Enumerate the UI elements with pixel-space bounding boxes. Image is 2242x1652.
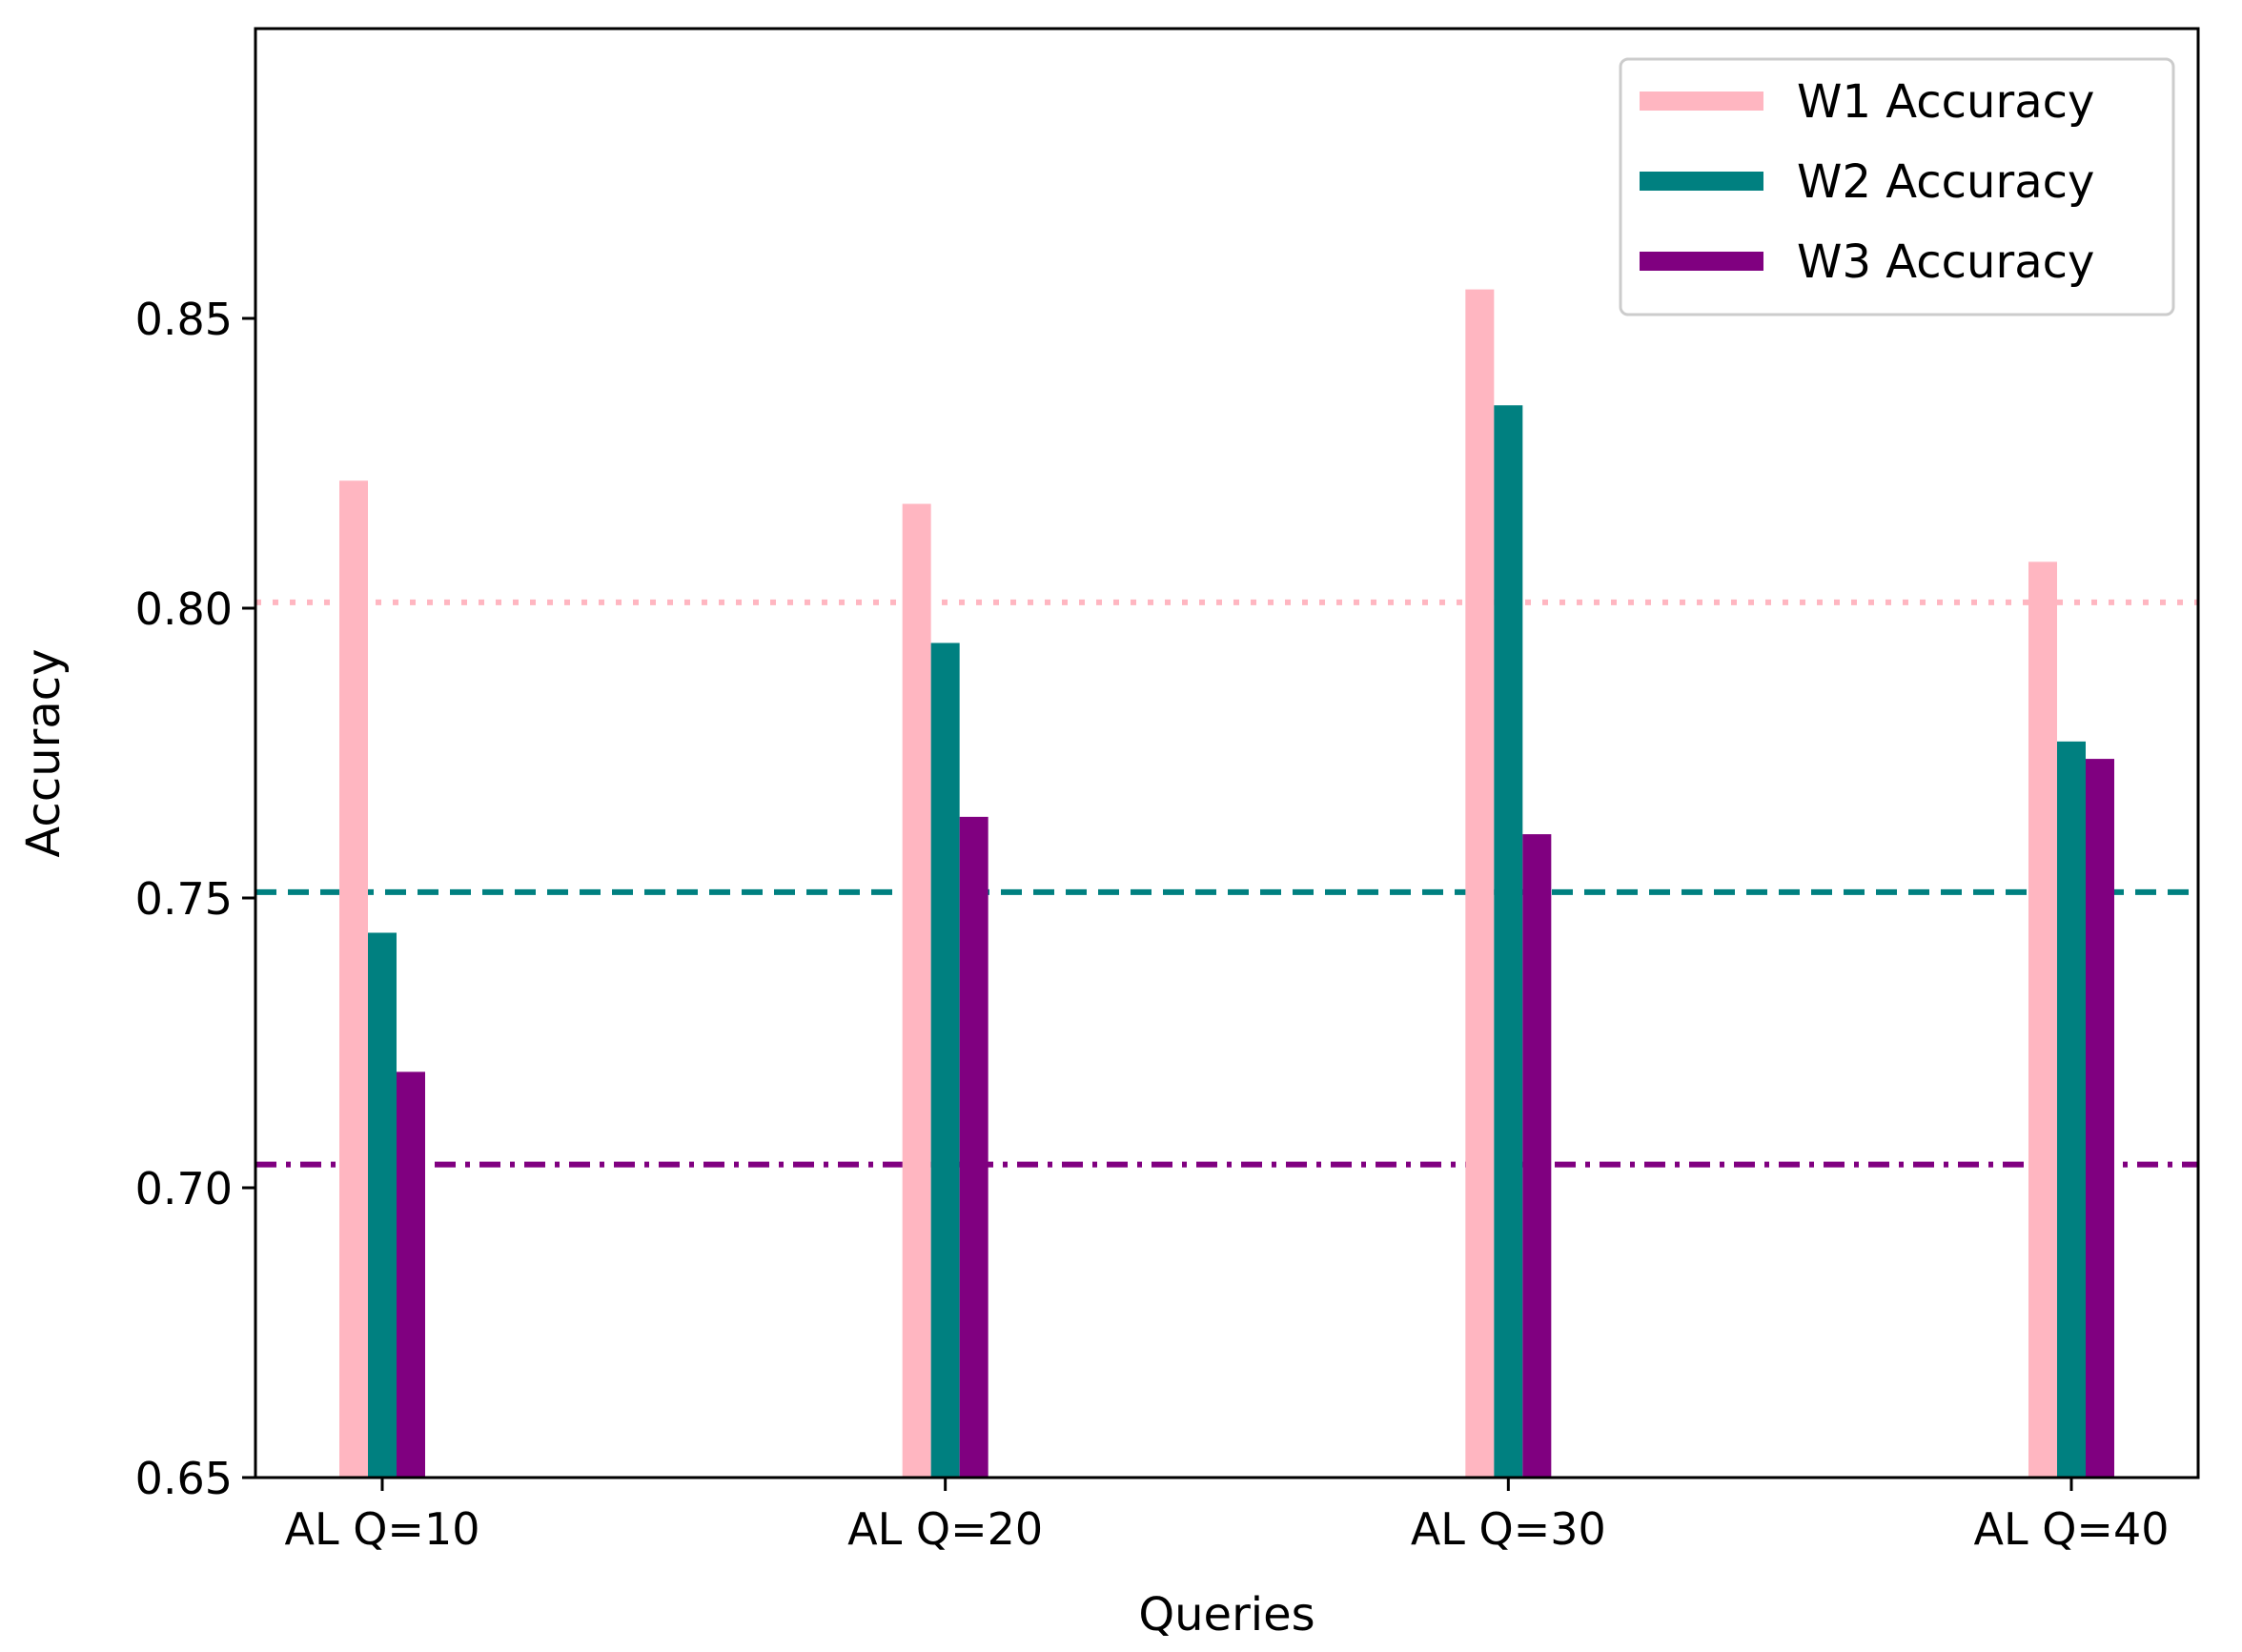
legend: W1 Accuracy W2 Accuracy W3 Accuracy	[1619, 57, 2175, 316]
bar-w2-q10	[368, 932, 397, 1478]
bars	[339, 289, 2114, 1479]
bar-w3-q40	[2086, 759, 2114, 1478]
reference-lines	[255, 599, 2198, 1168]
bar-w2-q30	[1494, 405, 1523, 1479]
bar-w2-q40	[2057, 741, 2086, 1478]
y-tick-label: 0.80	[135, 583, 233, 635]
legend-box	[1619, 57, 2175, 316]
x-axis: AL Q=10 AL Q=20 AL Q=30 AL Q=40	[284, 1478, 2170, 1555]
y-tick-label: 0.70	[135, 1163, 233, 1214]
bar-w1-q30	[1465, 289, 1495, 1479]
bar-w1-q20	[902, 503, 931, 1478]
legend-label-w1: W1 Accuracy	[1797, 75, 2094, 129]
x-tick-label: AL Q=30	[1411, 1503, 1606, 1555]
x-tick-label: AL Q=40	[1973, 1503, 2169, 1555]
x-tick-label: AL Q=20	[847, 1503, 1043, 1555]
y-tick-label: 0.65	[135, 1453, 233, 1504]
legend-label-w2: W2 Accuracy	[1797, 155, 2094, 209]
bar-w3-q30	[1522, 834, 1552, 1478]
y-axis-label: Accuracy	[17, 648, 71, 857]
y-tick-label: 0.85	[135, 294, 233, 345]
plot-frame	[254, 27, 2200, 1479]
y-tick-label: 0.75	[135, 873, 233, 925]
legend-items: W1 Accuracy W2 Accuracy W3 Accuracy	[1640, 75, 2094, 289]
bar-w1-q10	[339, 480, 368, 1478]
x-tick-label: AL Q=10	[284, 1503, 479, 1555]
bar-w3-q10	[397, 1071, 425, 1478]
bar-w1-q40	[2028, 561, 2057, 1478]
bar-w2-q20	[930, 642, 960, 1478]
legend-label-w3: W3 Accuracy	[1797, 235, 2094, 289]
y-axis: 0.65 0.70 0.75 0.80 0.85	[135, 294, 255, 1504]
x-axis-label: Queries	[1138, 1588, 1315, 1642]
bar-w3-q20	[959, 816, 989, 1478]
